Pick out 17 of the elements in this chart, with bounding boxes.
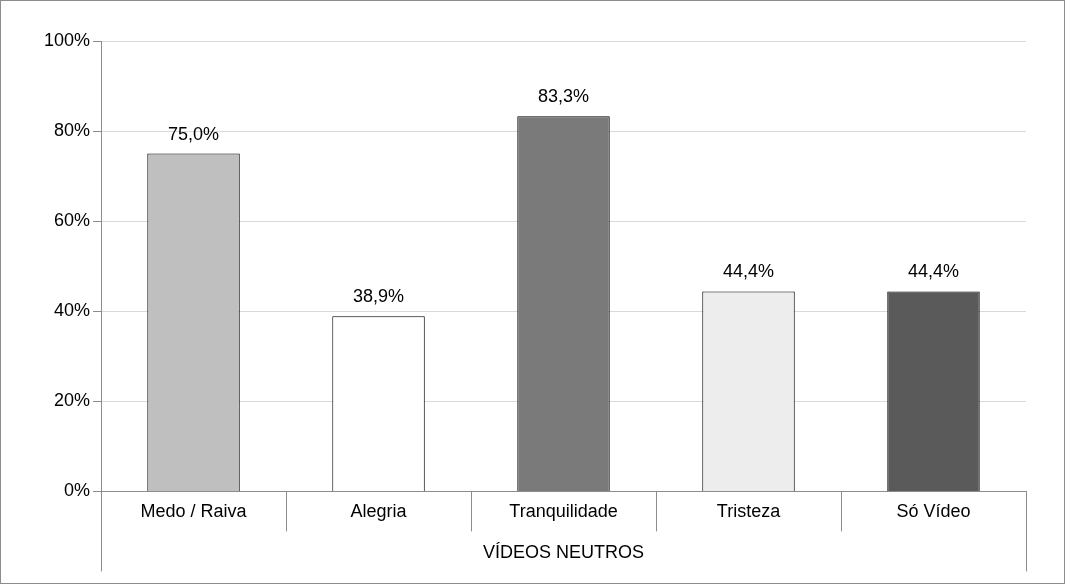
- y-tick-label: 100%: [43, 29, 91, 50]
- data-label: 44,4%: [722, 261, 775, 282]
- x-axis-title: VÍDEOS NEUTROS: [483, 542, 645, 563]
- y-tick-label: 60%: [54, 210, 91, 231]
- y-tick-label: 40%: [54, 300, 91, 321]
- y-tick-label: 20%: [54, 390, 91, 411]
- data-label: 75,0%: [168, 123, 220, 144]
- data-label: 44,4%: [907, 261, 960, 282]
- data-label: 83,3%: [538, 86, 590, 107]
- y-tick-label: 80%: [54, 120, 91, 141]
- x-tick-label: Tristeza: [716, 501, 782, 522]
- y-tick-label: 0%: [64, 480, 91, 501]
- x-tick-label: Alegria: [350, 501, 408, 522]
- x-tick-label: Tranquilidade: [509, 501, 618, 522]
- x-tick-label: Medo / Raiva: [140, 501, 248, 522]
- x-tick-label: Só Vídeo: [896, 501, 971, 522]
- data-label: 38,9%: [353, 286, 405, 307]
